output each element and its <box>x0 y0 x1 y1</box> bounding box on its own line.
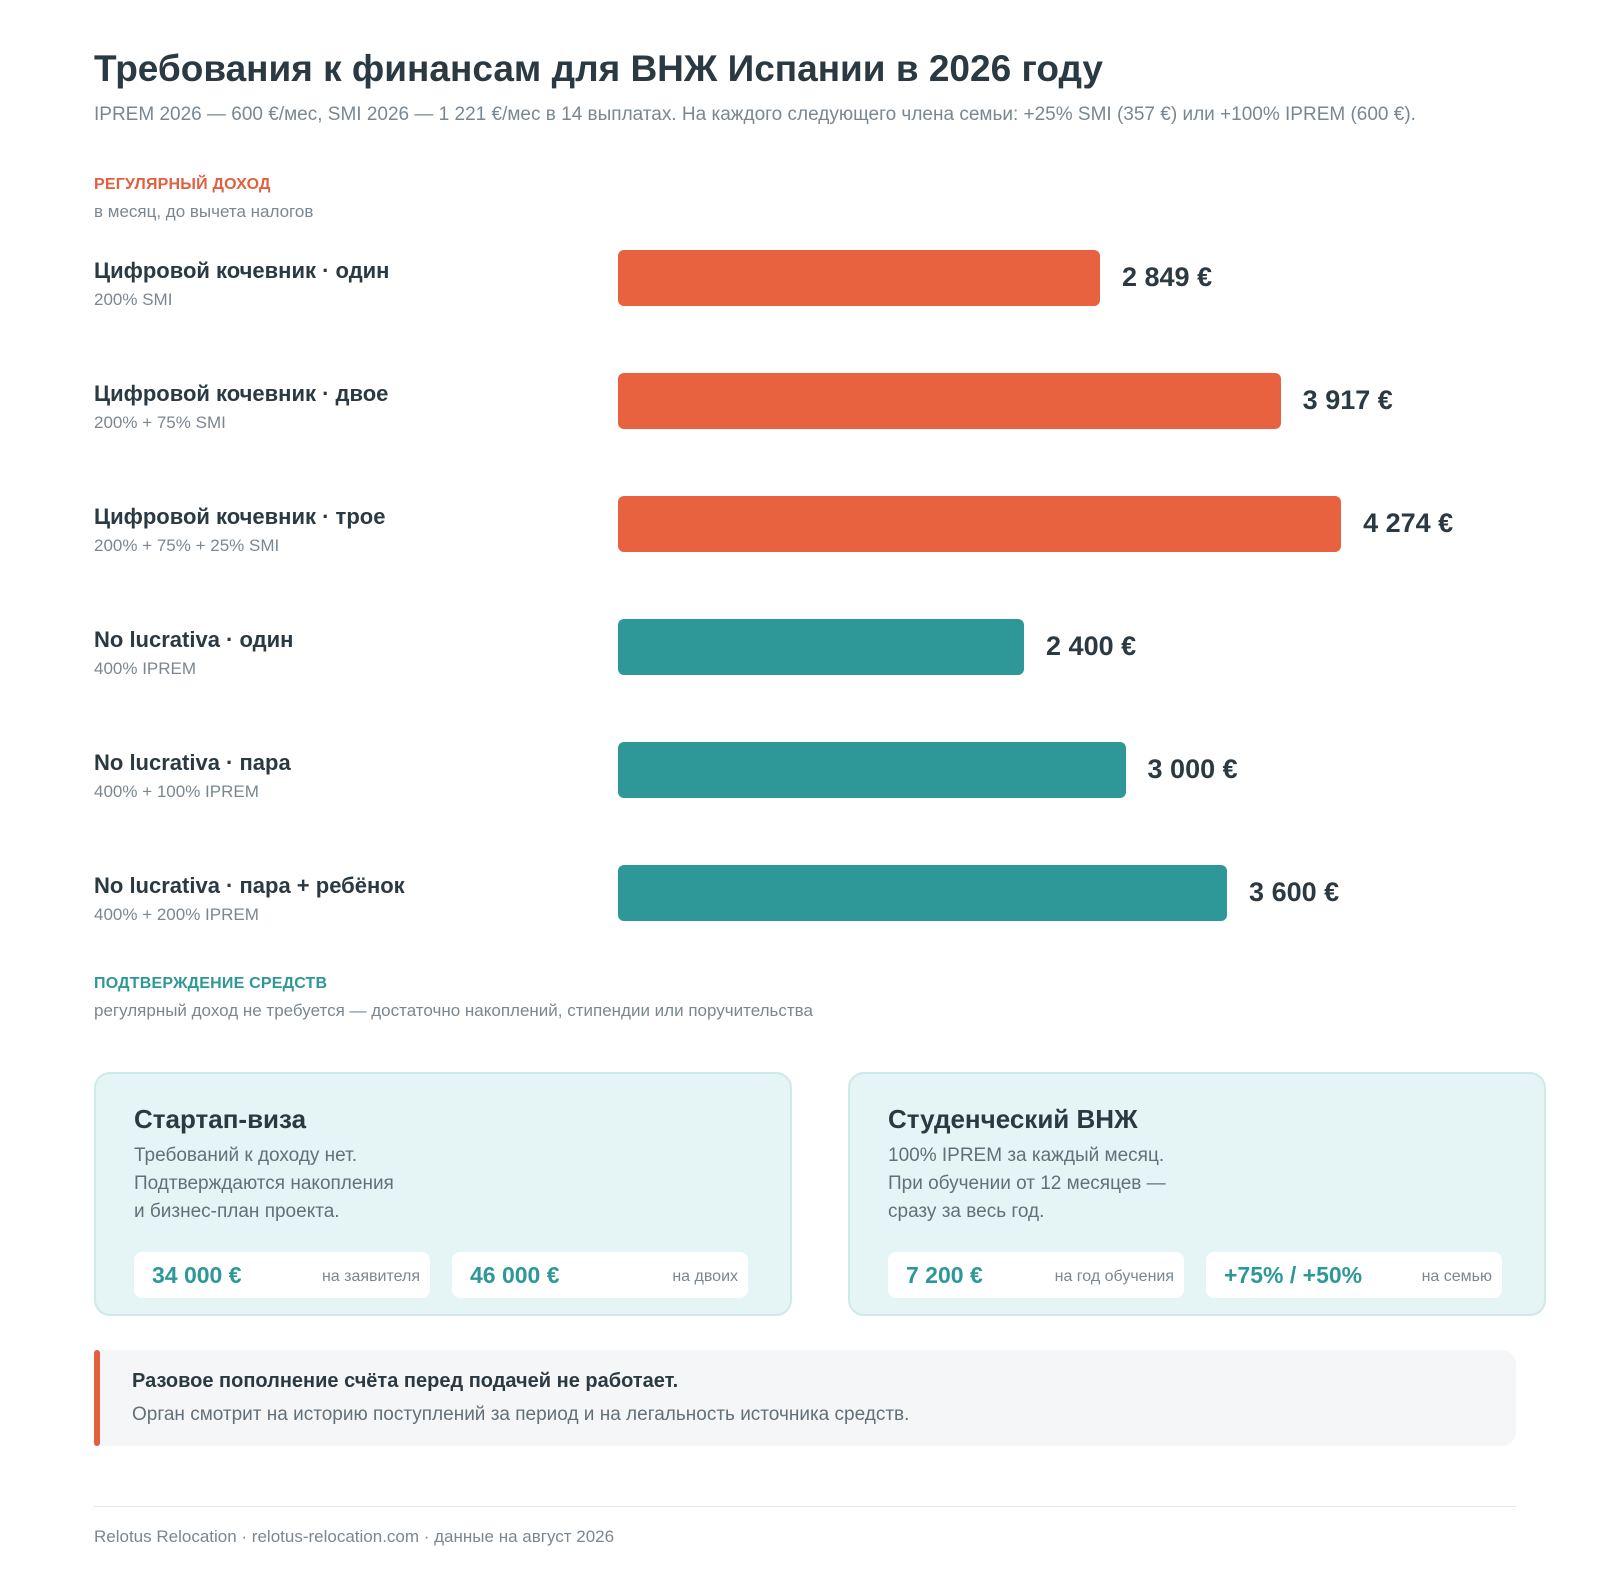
category-label: No lucrativa · один <box>94 627 294 652</box>
card-line: 100% IPREM за каждый месяц. <box>888 1145 1165 1166</box>
card-line: При обучении от 12 месяцев — <box>888 1173 1166 1194</box>
category-label: Цифровой кочевник · один <box>94 258 390 283</box>
category-label: No lucrativa · пара + ребёнок <box>94 873 405 898</box>
amount-pill: +75% / +50% на семью <box>1206 1252 1502 1298</box>
bar <box>618 373 1281 429</box>
warning-text: Орган смотрит на историю поступлений за … <box>132 1404 910 1425</box>
pill-value: 34 000 € <box>152 1262 242 1288</box>
bar-value-label: 3 000 € <box>1147 754 1238 784</box>
card-startup-visa: Стартап-виза Требований к доходу нет. По… <box>94 1072 792 1316</box>
funds-section-subheading: регулярный доход не требуется — достаточ… <box>94 1001 813 1020</box>
category-formula: 400% + 100% IPREM <box>94 782 259 801</box>
amount-pill: 46 000 € на двоих <box>452 1252 748 1298</box>
pill-note: на двоих <box>672 1268 738 1285</box>
bar <box>618 496 1342 552</box>
chart-row: Цифровой кочевник · двое 200% + 75% SMI 3 … <box>94 373 1554 432</box>
pill-note: на заявителя <box>321 1268 420 1285</box>
category-formula: 400% IPREM <box>94 659 197 678</box>
card-line: и бизнес-план проекта. <box>134 1201 340 1222</box>
card-title: Стартап-виза <box>134 1104 307 1134</box>
bar <box>618 865 1228 921</box>
income-bar-chart: Цифровой кочевник · один 200% SMI 2 849 € Ц… <box>94 250 1554 950</box>
warning-callout: Разовое пополнение счёта перед подачей н… <box>94 1350 1516 1446</box>
category-formula: 200% SMI <box>94 290 173 309</box>
bar-value-label: 2 849 € <box>1122 262 1213 292</box>
pill-note: на год обучения <box>1054 1268 1174 1285</box>
chart-row: Цифровой кочевник · один 200% SMI 2 849 € <box>94 250 1554 309</box>
warning-title: Разовое пополнение счёта перед подачей н… <box>132 1370 679 1392</box>
card-line: Подтверждаются накопления <box>134 1173 394 1194</box>
card-line: сразу за весь год. <box>888 1201 1045 1222</box>
bar-value-label: 3 600 € <box>1249 877 1340 907</box>
card-student-residence: Студенческий ВНЖ 100% IPREM за каждый ме… <box>848 1072 1546 1316</box>
funds-section-heading: Подтверждение средств <box>94 975 328 992</box>
amount-pill: 34 000 € на заявителя <box>134 1252 430 1298</box>
bar <box>618 619 1025 675</box>
category-formula: 400% + 200% IPREM <box>94 905 259 924</box>
chart-row: No lucrativa · один 400% IPREM 2 400 € <box>94 619 1554 678</box>
chart-row: No lucrativa · пара + ребёнок 400% + 200%… <box>94 865 1554 924</box>
bar-value-label: 4 274 € <box>1363 508 1454 538</box>
category-label: Цифровой кочевник · трое <box>94 504 386 529</box>
pill-value: +75% / +50% <box>1224 1262 1363 1288</box>
bar-value-label: 3 917 € <box>1302 385 1393 415</box>
pill-note: на семью <box>1421 1268 1492 1285</box>
funds-cards: Стартап-виза Требований к доходу нет. По… <box>94 1072 1546 1318</box>
income-section-subheading: в месяц, до вычета налогов <box>94 202 314 221</box>
page-title: Требования к финансам для ВНЖ Испании в … <box>94 48 1103 89</box>
category-formula: 200% + 75% + 25% SMI <box>94 536 280 555</box>
card-line: Требований к доходу нет. <box>134 1145 357 1166</box>
bar-value-label: 2 400 € <box>1046 631 1137 661</box>
pill-value: 46 000 € <box>470 1262 560 1288</box>
card-description: Требований к доходу нет. Подтверждаются … <box>134 1142 394 1226</box>
income-section-heading: Регулярный доход <box>94 176 271 193</box>
bar <box>618 250 1100 306</box>
category-label: No lucrativa · пара <box>94 750 291 775</box>
category-label: Цифровой кочевник · двое <box>94 381 389 406</box>
chart-row: Цифровой кочевник · трое 200% + 75% + 25%… <box>94 496 1554 555</box>
page-subtitle: IPREM 2026 — 600 €/мес, SMI 2026 — 1 221… <box>94 104 1416 125</box>
category-formula: 200% + 75% SMI <box>94 413 226 432</box>
footer-divider <box>94 1506 1516 1507</box>
footer: Relotus Relocation · relotus-relocation.… <box>94 1527 615 1546</box>
amount-pill: 7 200 € на год обучения <box>888 1252 1184 1298</box>
pill-value: 7 200 € <box>906 1262 983 1288</box>
warning-accent-bar <box>94 1350 100 1446</box>
bar <box>618 742 1126 798</box>
card-description: 100% IPREM за каждый месяц. При обучении… <box>888 1142 1166 1226</box>
card-title: Студенческий ВНЖ <box>888 1104 1138 1134</box>
chart-row: No lucrativa · пара 400% + 100% IPREM 3 00… <box>94 742 1554 801</box>
